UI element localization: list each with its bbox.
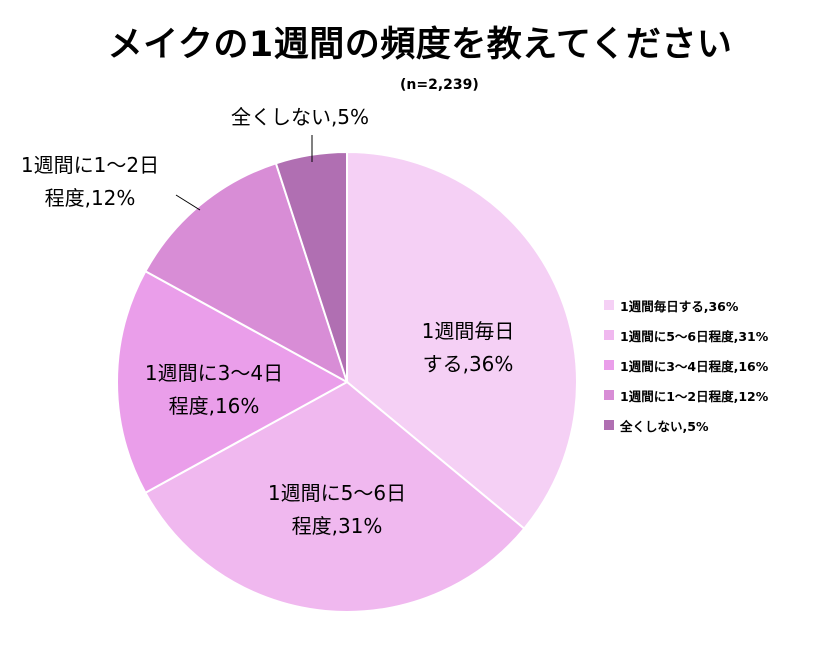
chart-subtitle: (n=2,239): [400, 77, 479, 93]
pie-slice: [274, 150, 348, 383]
chart-title: メイクの1週間の頻度を教えてください: [107, 25, 733, 65]
legend-label: 1週間に1～2日程度,12%: [620, 388, 769, 404]
legend-label: 1週間に3～4日程度,16%: [620, 358, 769, 374]
legend-item: 1週間に3～4日程度,16%: [604, 350, 768, 380]
slice-label: 全くしない,5%: [231, 105, 369, 129]
legend-swatch: [604, 390, 614, 400]
pie-slice: [116, 269, 350, 495]
slice-label: 程度,31%: [292, 514, 383, 538]
slice-label: する,36%: [423, 352, 514, 376]
legend-item: 全くしない,5%: [604, 410, 768, 440]
legend-swatch: [604, 300, 614, 310]
pie-slice: [346, 150, 578, 531]
legend-swatch: [604, 420, 614, 430]
legend-item: 1週間毎日する,36%: [604, 290, 768, 320]
legend-item: 1週間に1～2日程度,12%: [604, 380, 768, 410]
legend-item: 1週間に5～6日程度,31%: [604, 320, 768, 350]
slice-label: 1週間に3～4日: [145, 361, 283, 385]
pie-slice: [144, 380, 526, 613]
legend-label: 全くしない,5%: [620, 418, 709, 434]
slice-label: 1週間に5～6日: [268, 481, 406, 505]
slice-label: 程度,12%: [45, 186, 136, 210]
slice-label: 1週間に1～2日: [21, 153, 159, 177]
leader-line: [175, 194, 201, 211]
legend-swatch: [604, 360, 614, 370]
legend-swatch: [604, 330, 614, 340]
pie-slice: [144, 161, 349, 385]
legend: 1週間毎日する,36% 1週間に5～6日程度,31% 1週間に3～4日程度,16% 1…: [604, 290, 768, 440]
legend-label: 1週間毎日する,36%: [620, 298, 739, 314]
slice-label: 1週間毎日: [422, 319, 515, 343]
slice-label: 程度,16%: [169, 394, 260, 418]
legend-label: 1週間に5～6日程度,31%: [620, 328, 769, 344]
